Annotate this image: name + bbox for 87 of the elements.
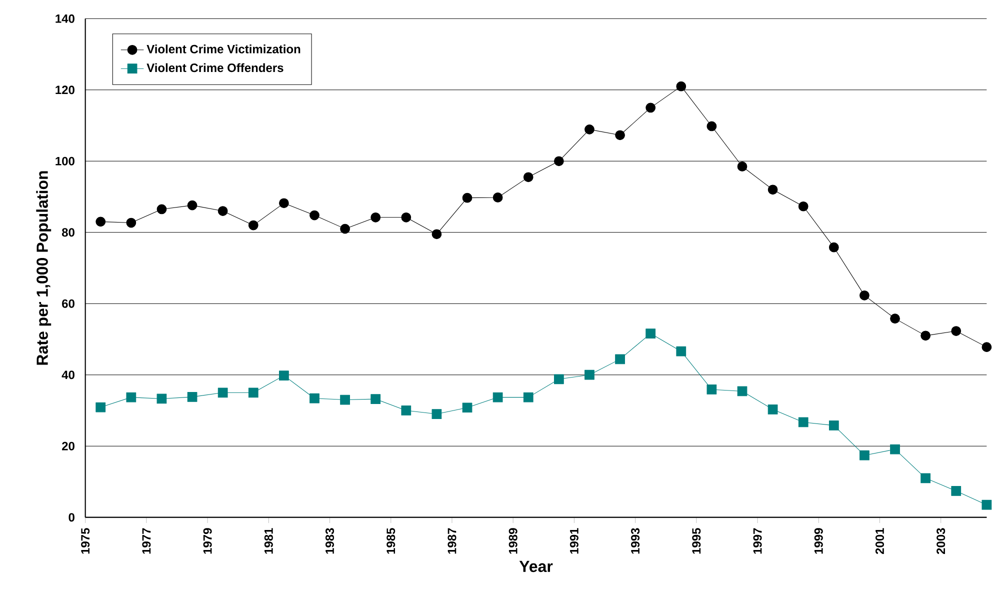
point <box>248 220 258 230</box>
x-tick-label: 1975 <box>81 528 90 554</box>
point <box>523 172 534 182</box>
point <box>706 384 717 394</box>
x-tick-label: 1981 <box>264 528 273 554</box>
x-tick-label: 1985 <box>386 528 396 554</box>
point <box>310 393 320 404</box>
point <box>828 242 839 252</box>
point <box>523 392 534 402</box>
point <box>248 388 258 398</box>
point <box>96 402 106 412</box>
point <box>676 346 686 356</box>
y-tick-label: 140 <box>56 14 74 23</box>
point <box>492 192 503 202</box>
y-tick-label: 20 <box>62 442 74 450</box>
point <box>890 444 900 454</box>
point <box>370 394 381 404</box>
point <box>676 81 686 92</box>
x-tick-label: 1987 <box>448 528 456 554</box>
point <box>768 184 778 195</box>
y-tick-label: 0 <box>68 513 74 522</box>
point <box>156 394 167 404</box>
point <box>615 130 625 140</box>
point <box>920 330 931 341</box>
point <box>860 290 870 300</box>
point <box>584 124 594 134</box>
point <box>828 420 839 430</box>
point <box>737 386 748 396</box>
point <box>218 206 228 216</box>
point <box>584 370 594 380</box>
point <box>554 156 564 166</box>
point <box>340 224 350 234</box>
point <box>401 212 412 222</box>
point <box>951 326 962 336</box>
point <box>982 342 992 352</box>
x-tick-label: 2001 <box>875 528 884 554</box>
point <box>310 210 320 220</box>
point <box>279 370 289 381</box>
point <box>982 500 992 510</box>
point <box>646 102 656 113</box>
x-tick-label: 1979 <box>203 528 212 554</box>
point <box>126 392 136 402</box>
point <box>706 121 717 132</box>
point <box>432 409 442 419</box>
point <box>96 216 106 227</box>
point <box>798 417 808 428</box>
point <box>187 392 198 402</box>
point <box>401 406 412 416</box>
point <box>340 394 350 405</box>
point <box>462 402 472 413</box>
point <box>768 404 778 414</box>
x-axis-title: Year <box>519 560 553 572</box>
legend-label: Violent Crime Victimization <box>146 44 300 54</box>
x-tick-label: 1995 <box>692 528 701 554</box>
point <box>432 229 442 240</box>
y-tick-label: 40 <box>62 370 74 380</box>
point <box>646 328 656 338</box>
x-tick-label: 1989 <box>508 528 518 554</box>
point <box>126 218 136 228</box>
x-tick-label: 1977 <box>142 528 151 554</box>
x-tick-label: 1999 <box>814 528 823 554</box>
point <box>860 450 870 460</box>
point <box>951 486 962 496</box>
point <box>920 473 931 484</box>
y-tick-label: 120 <box>56 86 74 94</box>
point <box>218 388 228 398</box>
point <box>370 212 381 222</box>
legend-label: Violent Crime Offenders <box>146 63 284 72</box>
x-tick-label: 1991 <box>570 528 578 554</box>
y-axis-title: Rate per 1,000 Population <box>36 171 52 365</box>
point <box>462 192 472 203</box>
y-tick-label: 80 <box>62 228 74 237</box>
point <box>279 198 289 208</box>
point <box>615 354 625 364</box>
point <box>554 374 564 384</box>
x-tick-label: 1997 <box>753 528 762 554</box>
point <box>890 314 900 324</box>
point <box>737 162 748 172</box>
y-tick-label: 60 <box>62 299 74 308</box>
x-tick-label: 2003 <box>936 528 946 554</box>
x-tick-label: 1993 <box>631 528 640 554</box>
x-tick-label: 1983 <box>326 528 334 554</box>
point <box>187 200 198 210</box>
point <box>156 204 167 214</box>
point <box>492 392 503 402</box>
point <box>798 201 808 212</box>
y-tick-label: 100 <box>56 156 74 166</box>
